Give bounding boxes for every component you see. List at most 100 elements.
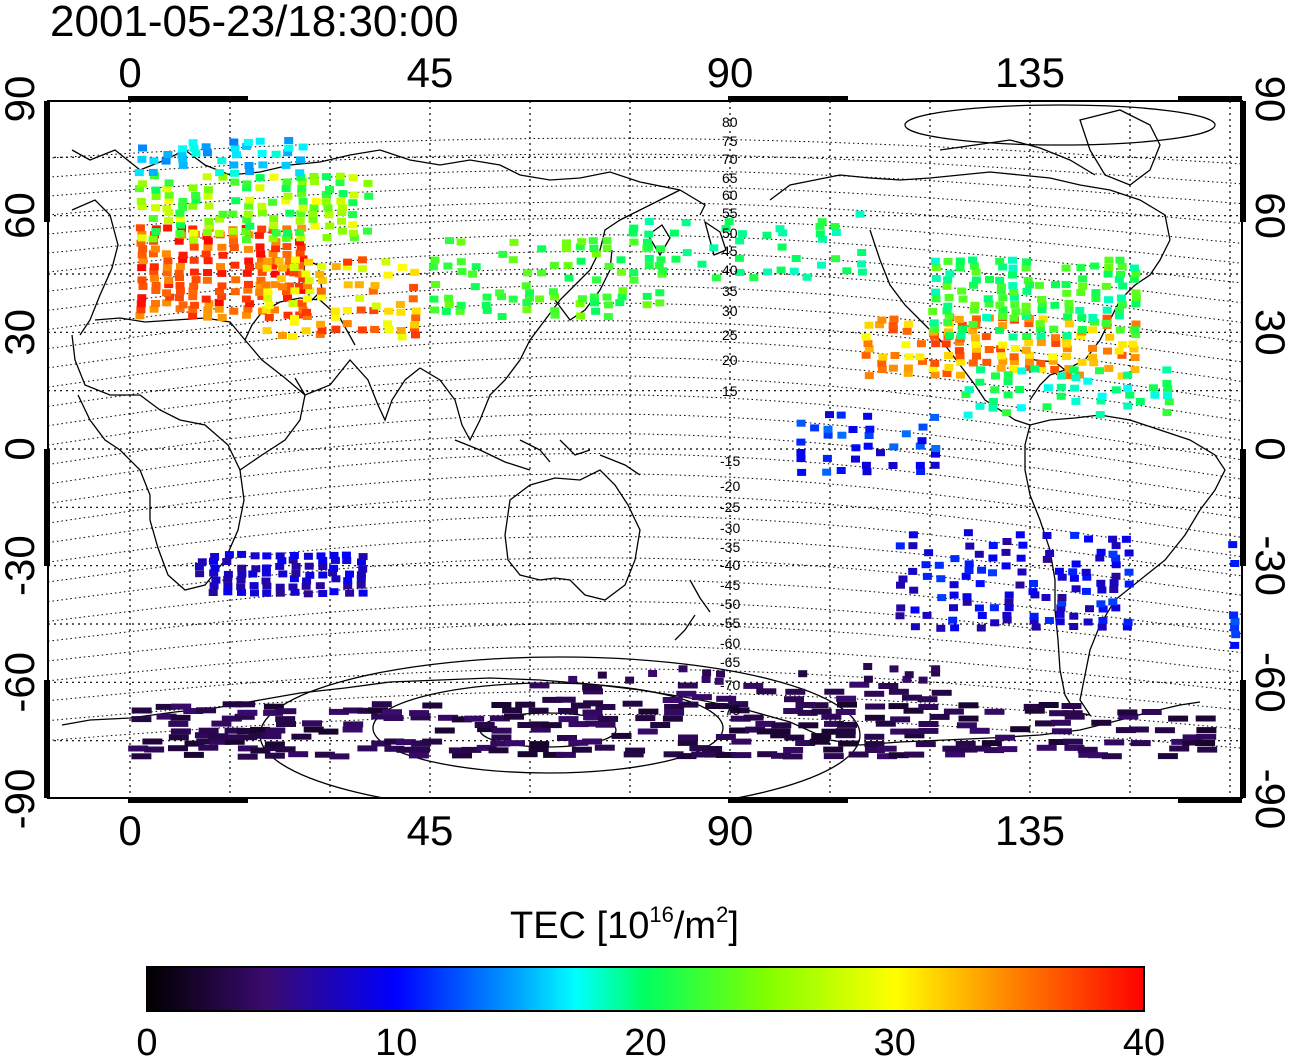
tec-pixel — [321, 198, 331, 206]
mlat-label: -30 — [720, 520, 740, 536]
tec-pixel — [1117, 300, 1127, 308]
tec-pixel — [396, 308, 406, 316]
tec-pixel — [1163, 385, 1173, 392]
tec-pixel — [237, 570, 247, 578]
tec-pixel — [297, 178, 307, 185]
tec-pixel — [395, 739, 416, 746]
tec-pixel — [931, 288, 941, 296]
tec-pixel — [189, 144, 199, 152]
tec-pixel — [524, 294, 534, 302]
tec-pixel — [864, 345, 874, 353]
tec-pixel — [1258, 606, 1267, 613]
tec-pixel — [1071, 560, 1081, 568]
tec-pixel — [1021, 308, 1031, 316]
mlat-contour — [48, 320, 1242, 382]
tec-pixel — [136, 239, 146, 247]
tec-pixel — [655, 289, 665, 297]
tec-pixel — [903, 728, 924, 735]
tec-pixel — [304, 277, 314, 285]
tec-pixel — [1021, 302, 1031, 310]
tec-pixel — [461, 746, 482, 753]
tec-pixel — [137, 180, 147, 188]
tec-pixel — [1008, 282, 1018, 290]
tec-pixel — [802, 273, 812, 281]
tec-pixel — [297, 224, 307, 232]
tec-pixel — [242, 311, 251, 319]
tec-pixel — [1104, 364, 1114, 372]
tec-pixel — [591, 250, 601, 258]
tec-pixel — [229, 161, 239, 169]
tec-pixel — [1109, 586, 1119, 593]
tec-pixel — [576, 257, 586, 265]
tec-pixel — [589, 293, 599, 301]
tec-pixel — [410, 321, 419, 329]
colorbar-title: TEC [1016/m2] — [510, 904, 739, 948]
tec-pixel — [1148, 384, 1158, 392]
tec-pixel — [171, 703, 192, 710]
tec-pixel — [348, 229, 358, 237]
tec-pixel — [983, 295, 993, 303]
tec-pixel — [335, 172, 345, 180]
tec-pixel — [168, 720, 189, 727]
tec-pixel — [314, 751, 335, 758]
tec-pixel — [1056, 392, 1066, 400]
tec-pixel — [269, 173, 279, 181]
tec-pixel — [622, 700, 643, 707]
y-tick-label-right: 0 — [1247, 437, 1292, 460]
tec-pixel — [930, 371, 940, 379]
tec-pixel — [135, 185, 144, 193]
tec-pixel — [1029, 580, 1038, 587]
tec-pixel — [203, 237, 213, 245]
tec-pixel — [281, 197, 291, 205]
tec-pixel — [721, 224, 731, 232]
tec-pixel — [1069, 366, 1079, 374]
tec-pixel — [954, 315, 964, 323]
colorbar-tick-labels: 0 10 20 30 40 — [136, 1022, 1165, 1057]
tec-pixel — [558, 716, 579, 723]
tec-pixel — [1096, 397, 1106, 405]
mlat-label: 45 — [722, 243, 738, 259]
tec-pixel — [1016, 554, 1026, 562]
tec-pixel — [358, 553, 368, 561]
tec-pixel — [1002, 409, 1012, 417]
tec-pixel — [183, 708, 204, 714]
tec-pixel — [298, 275, 308, 283]
mlat-contour — [48, 413, 1242, 480]
tec-pixel — [258, 161, 268, 169]
tec-pixel — [842, 267, 852, 275]
tec-pixel — [137, 294, 147, 302]
tec-pixel — [735, 237, 745, 245]
tec-pixel — [277, 264, 287, 272]
tec-pixel — [294, 282, 304, 290]
tec-pixel — [931, 689, 952, 696]
tec-pixel — [1130, 326, 1140, 334]
tec-pixel — [943, 302, 953, 310]
tec-pixel — [974, 550, 984, 558]
tec-pixel — [709, 244, 719, 252]
tec-pixel — [888, 752, 909, 759]
tec-pixel — [411, 331, 420, 339]
tec-pixel — [203, 313, 213, 321]
tec-pixel — [864, 741, 885, 748]
tec-pixel — [711, 274, 721, 282]
tec-pixel — [1057, 594, 1067, 601]
tec-pixel — [958, 325, 968, 333]
tec-pixel — [662, 697, 683, 703]
tec-pixel — [255, 262, 265, 270]
tec-pixel — [697, 260, 707, 268]
tec-pixel — [1097, 623, 1107, 631]
tec-pixel — [1042, 555, 1052, 563]
tec-pixel — [251, 565, 261, 573]
tec-pixel — [281, 185, 291, 192]
tec-pixel — [214, 305, 224, 313]
tec-pixel — [562, 239, 571, 247]
tec-pixel — [342, 320, 352, 328]
tec-pixel — [256, 276, 266, 284]
tec-pixel — [202, 232, 212, 240]
tec-pixel — [945, 270, 955, 278]
tec-pixel — [1083, 377, 1093, 385]
tec-pixel — [1048, 357, 1058, 365]
tec-pixel — [188, 184, 198, 192]
tec-pixel — [1042, 403, 1052, 411]
tec-pixel — [224, 738, 245, 745]
